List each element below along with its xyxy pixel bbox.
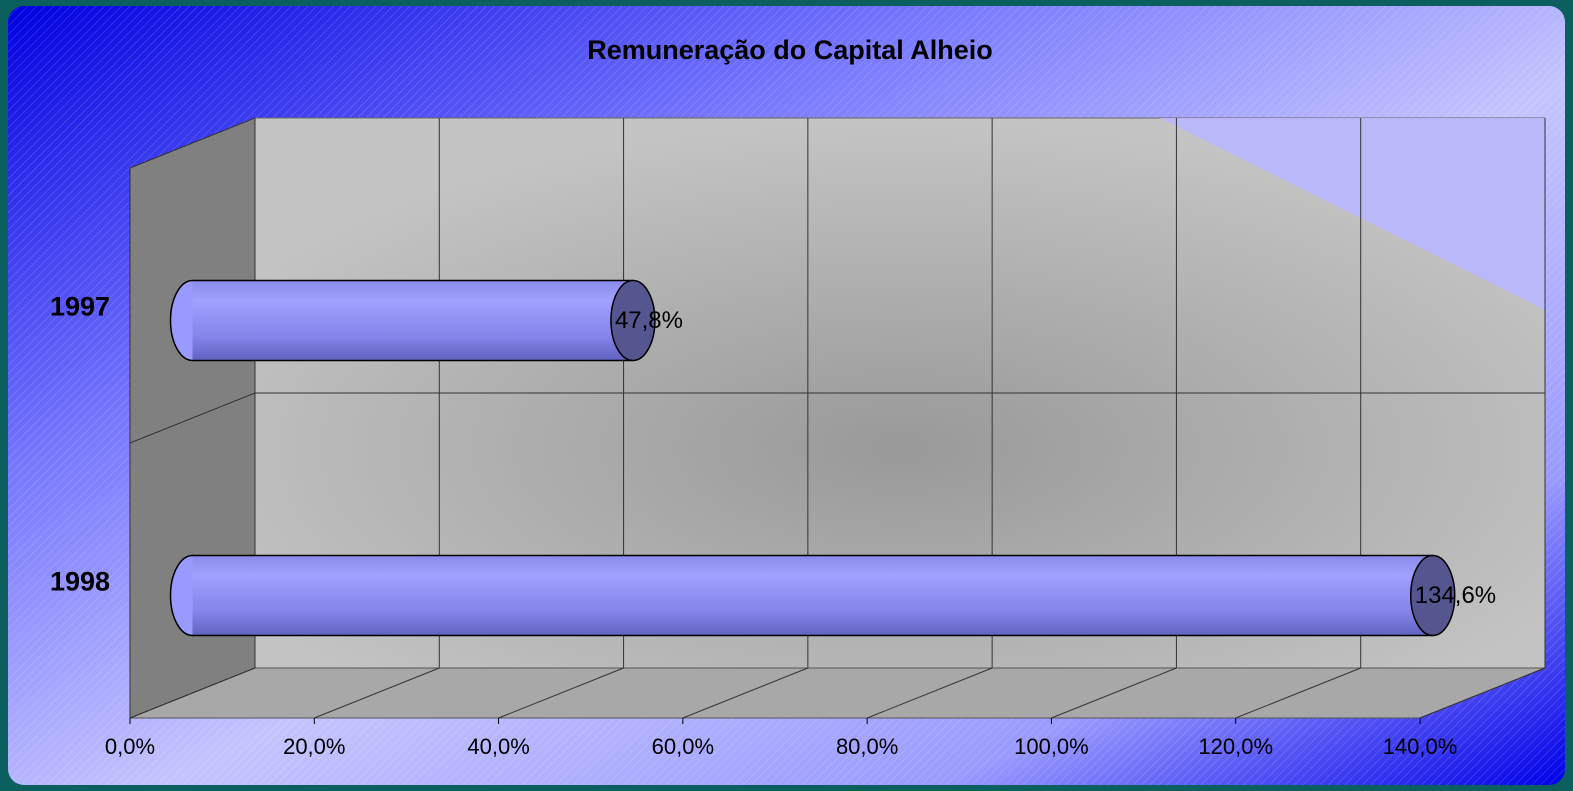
floor-grid-line xyxy=(866,667,993,719)
floor-grid-line xyxy=(1419,667,1546,719)
y-tick-label: 1997 xyxy=(50,292,110,322)
x-tick-label: 60,0% xyxy=(652,734,714,759)
value-label: 134,6% xyxy=(1415,582,1496,609)
value-label: 47,8% xyxy=(615,307,683,334)
panel-glare xyxy=(1160,118,1545,310)
floor-grid-line xyxy=(1051,667,1177,719)
x-tick-label: 120,0% xyxy=(1198,734,1273,759)
floor-grid-line xyxy=(314,667,440,719)
y-tick-label: 1998 xyxy=(50,567,110,597)
bar xyxy=(169,279,656,362)
floor xyxy=(129,667,1546,719)
bar xyxy=(169,554,1456,637)
bar-end-cap xyxy=(1409,554,1456,637)
x-tick-label: 80,0% xyxy=(836,734,898,759)
bar-body xyxy=(192,555,1433,636)
bar-end-cap xyxy=(610,279,656,362)
chart-title: Remuneração do Capital Alheio xyxy=(587,35,993,65)
floor-grid-line xyxy=(682,667,809,719)
bar-body xyxy=(192,280,633,361)
x-tick-label: 0,0% xyxy=(105,734,155,759)
category-divider xyxy=(129,392,256,444)
x-tick-label: 40,0% xyxy=(467,734,529,759)
x-tick-label: 20,0% xyxy=(283,734,345,759)
x-tick-label: 100,0% xyxy=(1014,734,1089,759)
x-tick-label: 140,0% xyxy=(1383,734,1458,759)
floor-grid-line xyxy=(1235,667,1361,719)
floor-grid-line xyxy=(129,667,256,719)
floor-grid-line xyxy=(498,667,624,719)
